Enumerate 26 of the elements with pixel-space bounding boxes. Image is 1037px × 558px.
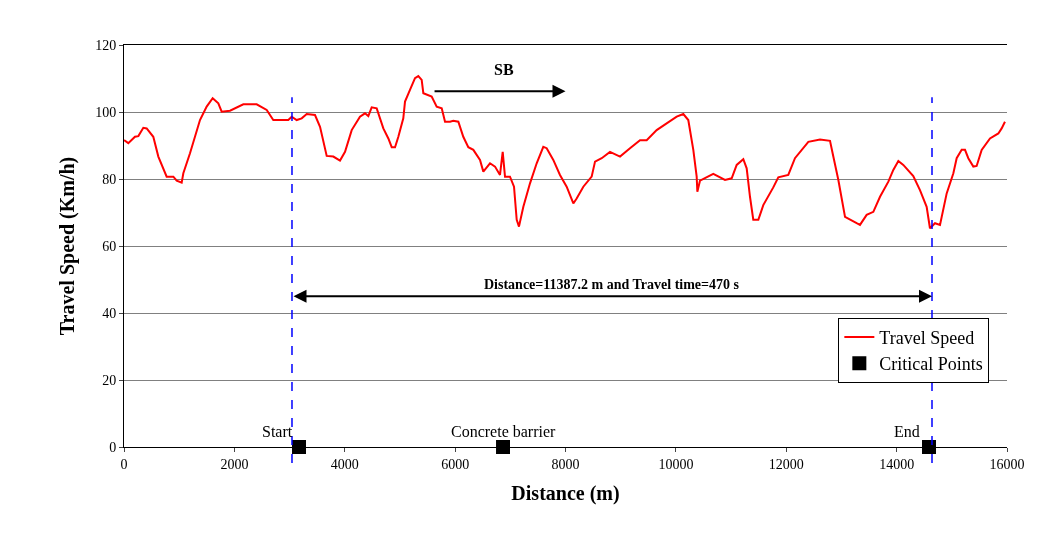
y-tick-label: 80 <box>102 171 117 187</box>
x-axis-title: Distance (m) <box>511 482 620 506</box>
y-tick-label: 100 <box>95 104 117 120</box>
annotation: End <box>894 423 920 440</box>
x-tick-label: 16000 <box>989 456 1025 472</box>
x-tick-label: 2000 <box>220 456 249 472</box>
x-tick-label: 6000 <box>441 456 470 472</box>
x-tick-label: 4000 <box>330 456 359 472</box>
x-tick-label: 8000 <box>551 456 580 472</box>
legend-label: Travel Speed <box>879 327 975 348</box>
x-tick-label: 10000 <box>658 456 694 472</box>
annotation: SB <box>494 61 514 78</box>
annotation: Concrete barrier <box>451 423 557 440</box>
y-tick-label: 120 <box>95 37 117 53</box>
y-axis-title: Travel Speed (Km/h) <box>55 156 79 336</box>
annotation: Distance=11387.2 m and Travel time=470 s <box>484 277 740 292</box>
y-tick-label: 60 <box>102 238 117 254</box>
x-tick-label: 14000 <box>879 456 915 472</box>
y-tick-label: 40 <box>102 305 117 321</box>
x-tick-label: 12000 <box>768 456 804 472</box>
annotation: Start <box>262 423 293 440</box>
y-tick-label: 20 <box>102 372 117 388</box>
x-tick-label: 0 <box>120 456 128 472</box>
y-tick-label: 0 <box>109 439 117 455</box>
line-series <box>124 75 1006 230</box>
legend-label: Critical Points <box>879 354 983 375</box>
